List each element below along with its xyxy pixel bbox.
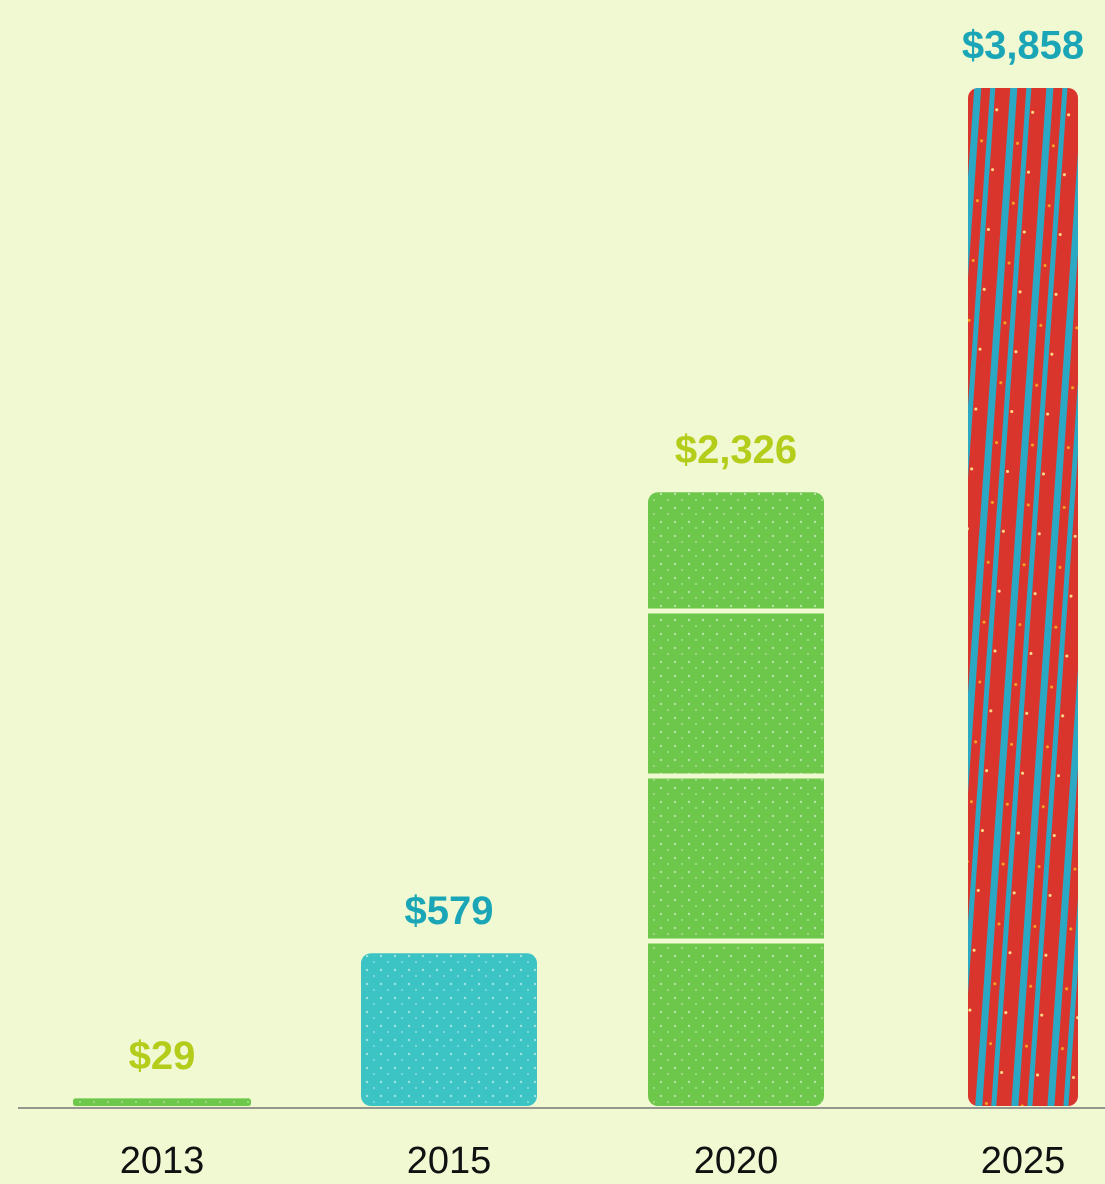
value-label: $2,326 bbox=[675, 428, 797, 472]
page: $292013$5792015$2,3262020$3,8582025 (() … bbox=[0, 0, 1105, 1184]
x-tick-label: 2013 bbox=[120, 1140, 205, 1182]
bar-texture bbox=[73, 1098, 251, 1106]
bar-texture bbox=[968, 88, 1078, 1106]
chart: $29 2013 $579 2015 $2,326 2020 $3,858 2025 bbox=[0, 0, 1105, 1184]
x-tick-label: 2015 bbox=[407, 1140, 492, 1182]
x-tick-label: 2025 bbox=[981, 1140, 1066, 1182]
value-label: $579 bbox=[405, 889, 494, 933]
x-tick-label: 2020 bbox=[694, 1140, 779, 1182]
value-label: $29 bbox=[129, 1034, 196, 1078]
bar-texture bbox=[361, 953, 537, 1106]
value-label: $3,858 bbox=[962, 24, 1084, 68]
bar-texture bbox=[648, 492, 824, 1106]
background bbox=[0, 0, 1105, 1184]
